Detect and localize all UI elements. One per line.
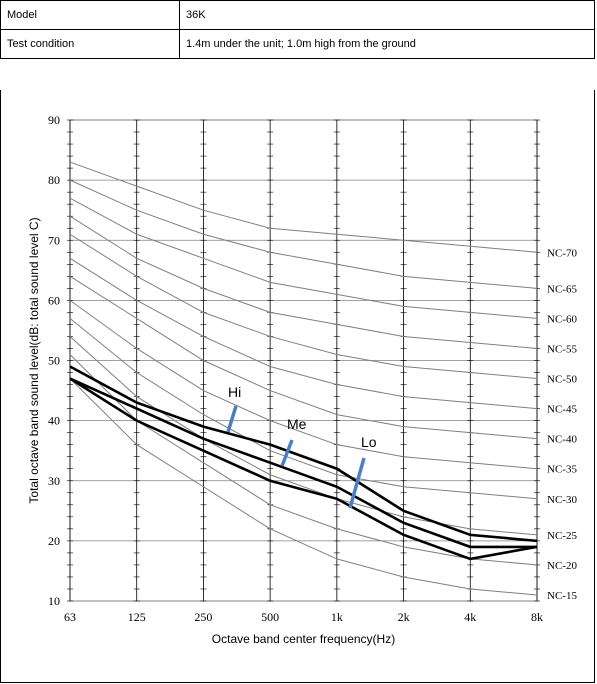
spec-row-condition: Test condition 1.4m under the unit; 1.0m… [0, 29, 595, 59]
nc-curve-label: NC-60 [547, 313, 577, 325]
nc-curve [69, 354, 538, 566]
x-tick-label: 250 [194, 610, 212, 624]
y-tick-label: 40 [48, 414, 60, 428]
nc-curve [69, 299, 538, 470]
y-tick-label: 10 [48, 594, 60, 608]
condition-value: 1.4m under the unit; 1.0m high from the … [179, 29, 595, 59]
nc-curve [69, 215, 538, 349]
series-line-hi [69, 365, 538, 543]
model-value: 36K [179, 0, 595, 30]
nc-curve-label: NC-20 [547, 560, 577, 572]
annotation-me: Me [287, 416, 307, 432]
nc-curve [69, 179, 538, 289]
y-tick-label: 90 [48, 113, 60, 127]
x-tick-label: 63 [64, 610, 76, 624]
nc-curve [69, 275, 538, 440]
y-tick-label: 20 [48, 534, 60, 548]
y-tick-label: 30 [48, 474, 60, 488]
annotation-pointer [280, 439, 294, 467]
nc-curve-label: NC-15 [547, 590, 577, 602]
annotation-lo: Lo [361, 434, 377, 450]
annotation-pointer [348, 457, 366, 509]
annotation-pointer [226, 405, 238, 433]
nc-chart: 10 20 30 40 50 60 70 80 90 63 125 250 500 1k 2k 4k 8k NC-… [27, 113, 577, 646]
nc-curve-label: NC-50 [547, 374, 577, 386]
x-tick-label: 125 [128, 610, 146, 624]
nc-curve-label: NC-70 [547, 247, 577, 259]
y-tick-label: 60 [48, 293, 60, 307]
x-tick-label: 8k [531, 610, 543, 624]
nc-curve-label: NC-45 [547, 404, 577, 416]
nc-curve-label: NC-35 [547, 464, 577, 476]
nc-curve [69, 257, 538, 410]
x-tick-label: 500 [261, 610, 279, 624]
y-tick-label: 70 [48, 233, 60, 247]
nc-curve [69, 318, 538, 500]
nc-curve-label: NC-30 [547, 494, 577, 506]
x-tick-label: 2k [398, 610, 410, 624]
nc-curve [69, 336, 538, 536]
condition-label: Test condition [0, 29, 180, 59]
y-tick-label: 80 [48, 173, 60, 187]
x-tick-label: 4k [464, 610, 476, 624]
chart-frame [0, 90, 595, 683]
series-line-me [69, 377, 537, 549]
nc-curve [69, 233, 538, 380]
x-tick-label: 1k [331, 610, 343, 624]
series-line-lo [69, 377, 538, 561]
nc-curve [69, 378, 538, 596]
nc-curve [69, 161, 538, 253]
x-axis-title: Octave band center frequency(Hz) [212, 632, 395, 646]
spec-row-model: Model 36K [0, 0, 595, 30]
nc-curve-label: NC-25 [547, 530, 577, 542]
annotation-hi: Hi [228, 384, 241, 400]
nc-curve-label: NC-65 [547, 283, 577, 295]
spec-table: Model 36K Test condition 1.4m under the … [0, 0, 595, 59]
nc-curve-label: NC-40 [547, 434, 577, 446]
nc-curve [69, 197, 538, 319]
nc-curve-label: NC-55 [547, 343, 577, 355]
y-axis-title: Total octave band sound level(dB: total … [27, 217, 41, 503]
y-tick-label: 50 [48, 354, 60, 368]
model-label: Model [0, 0, 180, 30]
